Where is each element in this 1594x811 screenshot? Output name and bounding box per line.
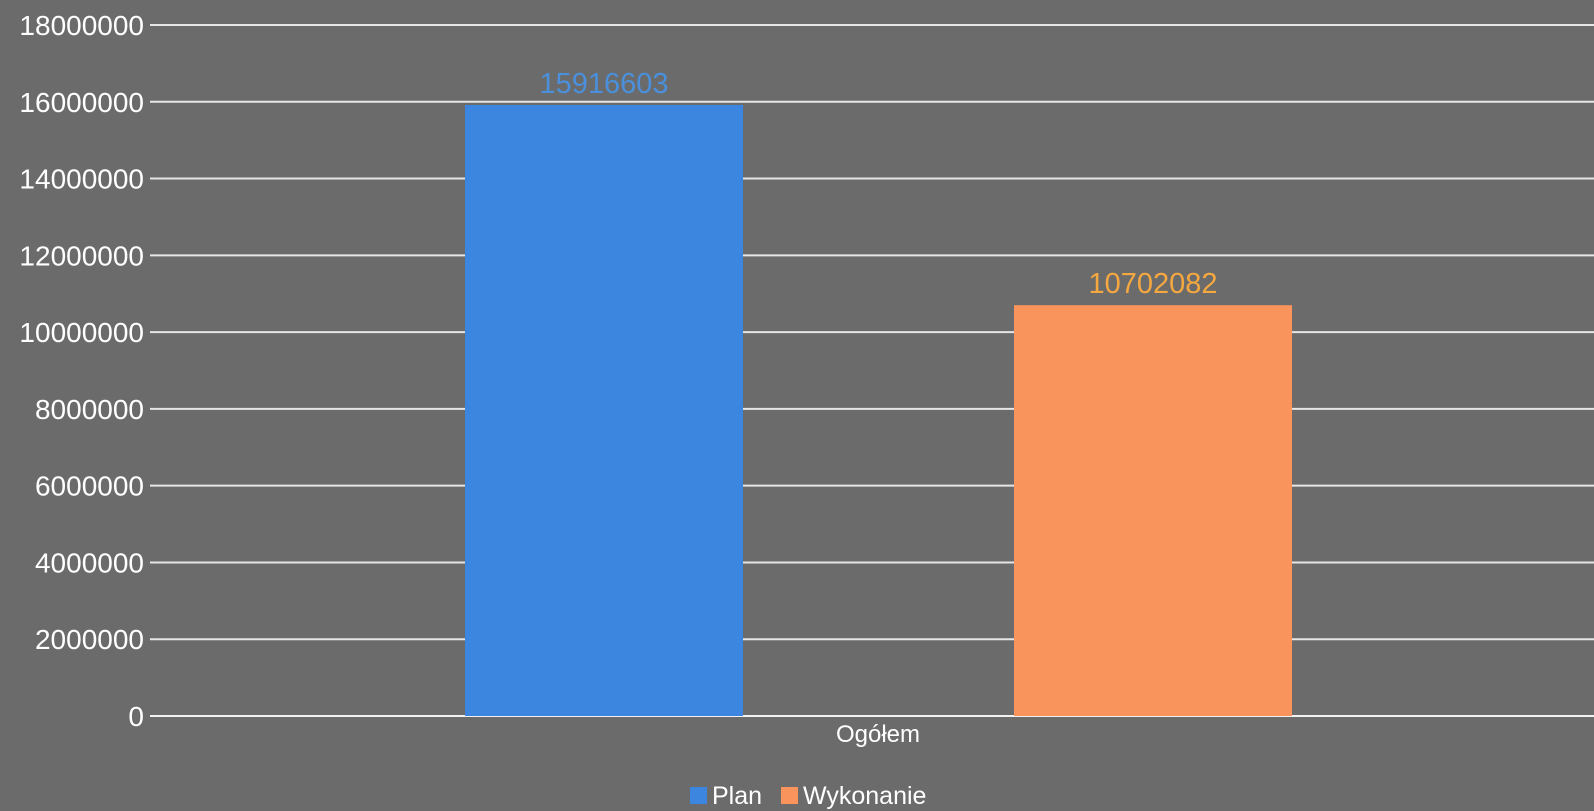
legend-swatch-wykonanie [781, 787, 798, 804]
legend-swatch-plan [690, 787, 707, 804]
legend-label-plan: Plan [712, 782, 762, 810]
y-tick-label: 4000000 [35, 547, 144, 578]
y-tick-label: 14000000 [19, 164, 144, 195]
bars [465, 104, 1292, 716]
y-axis-ticks: 0 2000000 4000000 6000000 8000000 10000000 120… [19, 10, 144, 732]
y-tick-label: 8000000 [35, 394, 144, 425]
bar-wykonanie [1014, 305, 1292, 716]
grid-lines [150, 24, 1594, 717]
y-tick-label: 6000000 [35, 471, 144, 502]
y-tick-label: 16000000 [19, 87, 144, 118]
x-category-label: Ogółem [836, 721, 920, 748]
y-tick-label: 2000000 [35, 624, 144, 655]
legend: Plan Wykonanie [690, 782, 926, 810]
legend-label-wykonanie: Wykonanie [803, 782, 926, 810]
bar-plan [465, 104, 743, 716]
y-tick-label: 18000000 [19, 10, 144, 41]
data-label-plan: 15916603 [539, 68, 668, 100]
y-tick-label: 12000000 [19, 240, 144, 271]
y-tick-label: 0 [128, 701, 144, 732]
data-label-wykonanie: 10702082 [1088, 268, 1217, 300]
data-labels: 15916603 10702082 [539, 68, 1217, 300]
y-tick-label: 10000000 [19, 317, 144, 348]
